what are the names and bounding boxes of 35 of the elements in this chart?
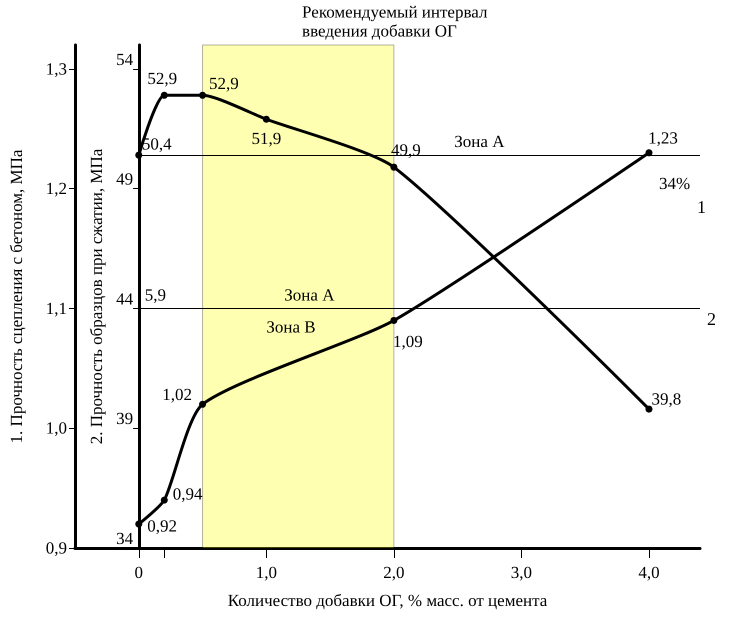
band-label: Рекомендуемый интервал введения добавки ОГ [302, 2, 492, 40]
data-label: 52,9 [209, 74, 239, 93]
x-tick-label: 4,0 [638, 563, 660, 582]
data-label: 1,02 [162, 384, 192, 404]
y2-tick-label: 39 [116, 409, 134, 428]
x-tick-label: 0 [134, 563, 144, 582]
y2-tick-label: 34 [116, 529, 134, 548]
annotation: Зона В [266, 317, 316, 336]
ref-line-label: Зона А [284, 285, 336, 304]
data-label: 51,9 [251, 128, 282, 148]
data-label: 1,23 [648, 128, 678, 148]
y2-tick-label: 54 [116, 50, 134, 69]
text: 2 [706, 309, 716, 330]
annotation: 34% [658, 174, 690, 193]
y-tick-label: 1,1 [46, 298, 67, 318]
y-tick-label: 1,0 [46, 418, 67, 438]
annotation: 5,9 [144, 285, 166, 304]
x-axis-title: Количество добавки ОГ, % масс. от цемента [228, 591, 548, 610]
y2-tick-label: 49 [116, 170, 134, 189]
data-label: 39,8 [651, 390, 682, 409]
y2-axis-title: 2. Прочность образцов при сжатии, МПа [87, 148, 106, 444]
data-label: 1,09 [393, 332, 423, 351]
data-label: 52,9 [147, 68, 178, 88]
data-label: 0,92 [147, 516, 178, 536]
y-axis-title: 1. Прочность сцепления с бетоном, МПа [7, 149, 26, 444]
x-tick-label: 3,0 [510, 563, 532, 582]
y-tick-label: 1,2 [46, 179, 67, 198]
y2-tick-label: 44 [116, 289, 134, 308]
ref-line-label: Зона А [454, 132, 506, 152]
data-label: 0,94 [172, 484, 204, 504]
x-tick-label: 2,0 [383, 563, 405, 582]
text: 1 [696, 196, 706, 217]
x-tick-label: 1,0 [256, 563, 277, 582]
y-tick-label: 0,9 [46, 538, 67, 558]
y-tick-label: 1,3 [46, 59, 67, 78]
